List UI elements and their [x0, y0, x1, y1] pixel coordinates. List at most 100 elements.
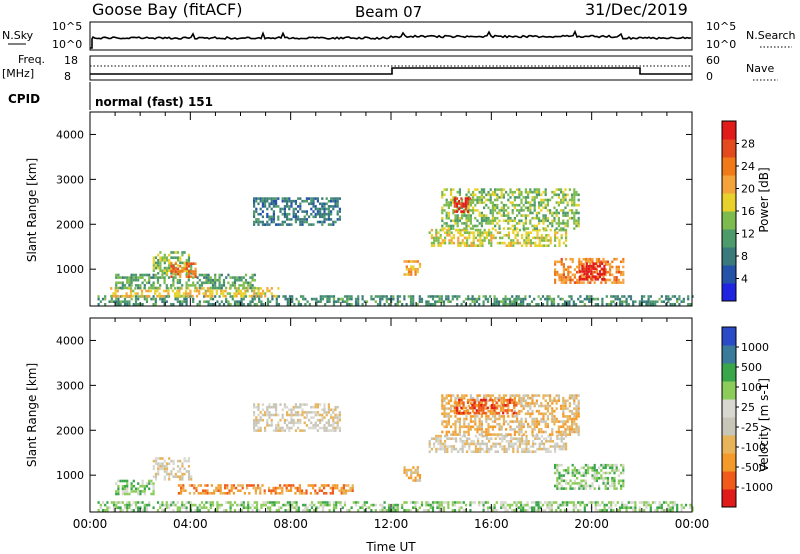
heatmap-cell: [128, 501, 131, 504]
heatmap-cell: [562, 396, 565, 400]
colorbar-tick-label: 16: [741, 205, 755, 218]
heatmap-cell: [560, 420, 563, 423]
heatmap-cell: [520, 206, 523, 210]
heatmap-cell: [332, 421, 335, 425]
heatmap-cell: [159, 462, 162, 465]
heatmap-cell: [629, 297, 633, 301]
heatmap-cell: [593, 469, 596, 472]
heatmap-cell: [489, 394, 492, 397]
heatmap-cell: [294, 405, 297, 409]
heatmap-cell: [494, 228, 497, 232]
heatmap-cell: [316, 197, 319, 200]
heatmap-cell: [414, 476, 417, 480]
heatmap-cell: [253, 199, 256, 203]
heatmap-cell: [127, 294, 130, 298]
heatmap-cell: [403, 466, 406, 469]
heatmap-cell: [554, 281, 557, 284]
heatmap-cell: [611, 484, 614, 488]
heatmap-cell: [262, 501, 265, 504]
heatmap-cell: [577, 219, 580, 223]
heatmap-cell: [128, 503, 131, 507]
heatmap-cell: [132, 484, 135, 488]
heatmap-cell: [332, 220, 335, 224]
heatmap-cell: [238, 300, 241, 303]
heatmap-cell: [555, 394, 558, 397]
heatmap-cell: [233, 278, 237, 282]
heatmap-cell: [121, 509, 124, 512]
heatmap-cell: [318, 486, 321, 490]
heatmap-cell: [428, 445, 431, 448]
heatmap-cell: [512, 437, 515, 440]
heatmap-cell: [491, 406, 494, 410]
heatmap-cell: [117, 281, 120, 285]
heatmap-cell: [319, 503, 322, 507]
heatmap-cell: [483, 396, 486, 400]
heatmap-cell: [219, 486, 222, 490]
heatmap-cell: [531, 433, 534, 436]
colorbar-tick-label: 500: [741, 361, 762, 374]
heatmap-cell: [562, 222, 565, 225]
heatmap-cell: [294, 220, 297, 224]
heatmap-cell: [277, 223, 280, 226]
heatmap-cell: [566, 417, 569, 421]
heatmap-cell: [551, 402, 554, 405]
heatmap-cell: [154, 256, 158, 259]
heatmap-cell: [467, 214, 470, 217]
heatmap-cell: [558, 241, 561, 245]
heatmap-cell: [531, 430, 534, 434]
heatmap-cell: [617, 482, 620, 485]
heatmap-cell: [571, 278, 574, 282]
heatmap-cell: [383, 295, 386, 298]
heatmap-cell: [429, 506, 432, 509]
heatmap-cell: [523, 440, 526, 443]
heatmap-cell: [447, 214, 450, 217]
heatmap-cell: [518, 203, 521, 207]
heatmap-cell: [435, 434, 438, 438]
heatmap-cell: [598, 270, 602, 273]
heatmap-cell: [438, 295, 441, 298]
heatmap-cell: [583, 506, 586, 509]
heatmap-cell: [516, 203, 519, 207]
heatmap-cell: [301, 408, 304, 412]
heatmap-cell: [190, 275, 193, 278]
heatmap-cell: [168, 266, 171, 270]
heatmap-cell: [499, 406, 503, 410]
heatmap-cell: [561, 303, 564, 306]
heatmap-cell: [575, 430, 578, 434]
heatmap-cell: [130, 503, 133, 507]
heatmap-cell: [410, 270, 413, 274]
heatmap-cell: [283, 212, 286, 216]
heatmap-cell: [414, 268, 417, 271]
heatmap-cell: [571, 193, 574, 197]
heatmap-cell: [387, 509, 391, 512]
heatmap-cell: [159, 467, 162, 471]
heatmap-cell: [181, 267, 184, 271]
heatmap-cell: [505, 433, 508, 436]
heatmap-cell: [463, 396, 466, 400]
heatmap-cell: [474, 417, 477, 421]
heatmap-cell: [247, 506, 250, 509]
heatmap-cell: [498, 433, 501, 436]
heatmap-cell: [303, 215, 306, 219]
heatmap-cell: [266, 212, 269, 216]
heatmap-cell: [510, 241, 513, 245]
heatmap-cell: [587, 469, 590, 472]
heatmap-cell: [226, 486, 229, 490]
heatmap-cell: [301, 429, 304, 432]
heatmap-cell: [472, 442, 475, 446]
heatmap-cell: [461, 239, 464, 242]
heatmap-cell: [673, 295, 677, 298]
heatmap-cell: [600, 463, 603, 467]
heatmap-cell: [139, 276, 142, 279]
colorbar-tick-label: 28: [741, 138, 755, 151]
heatmap-cell: [554, 450, 557, 453]
heatmap-cell: [660, 300, 663, 303]
heatmap-cell: [174, 270, 177, 273]
heatmap-cell: [515, 297, 518, 301]
heatmap-cell: [643, 501, 646, 504]
heatmap-cell: [440, 295, 443, 298]
heatmap-cell: [658, 503, 661, 507]
heatmap-cell: [480, 216, 483, 220]
heatmap-cell: [255, 294, 258, 298]
heatmap-cell: [609, 273, 612, 277]
